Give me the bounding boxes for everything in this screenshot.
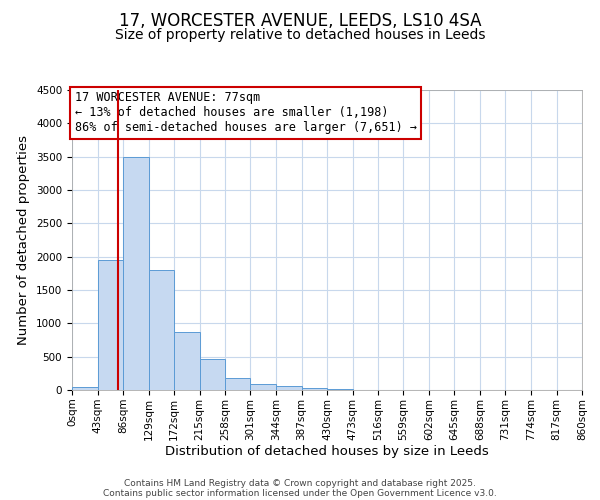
Text: Contains HM Land Registry data © Crown copyright and database right 2025.: Contains HM Land Registry data © Crown c… <box>124 478 476 488</box>
Bar <box>276 386 302 390</box>
Bar <box>225 378 251 390</box>
Text: Contains public sector information licensed under the Open Government Licence v3: Contains public sector information licen… <box>103 488 497 498</box>
Bar <box>302 388 327 390</box>
Text: 17 WORCESTER AVENUE: 77sqm
← 13% of detached houses are smaller (1,198)
86% of s: 17 WORCESTER AVENUE: 77sqm ← 13% of deta… <box>74 92 416 134</box>
Text: 17, WORCESTER AVENUE, LEEDS, LS10 4SA: 17, WORCESTER AVENUE, LEEDS, LS10 4SA <box>119 12 481 30</box>
Bar <box>72 388 97 390</box>
Bar <box>251 384 276 390</box>
X-axis label: Distribution of detached houses by size in Leeds: Distribution of detached houses by size … <box>165 446 489 458</box>
Bar <box>149 270 174 390</box>
Bar <box>123 156 149 390</box>
Bar <box>199 360 225 390</box>
Bar <box>97 260 123 390</box>
Text: Size of property relative to detached houses in Leeds: Size of property relative to detached ho… <box>115 28 485 42</box>
Y-axis label: Number of detached properties: Number of detached properties <box>17 135 31 345</box>
Bar <box>174 332 199 390</box>
